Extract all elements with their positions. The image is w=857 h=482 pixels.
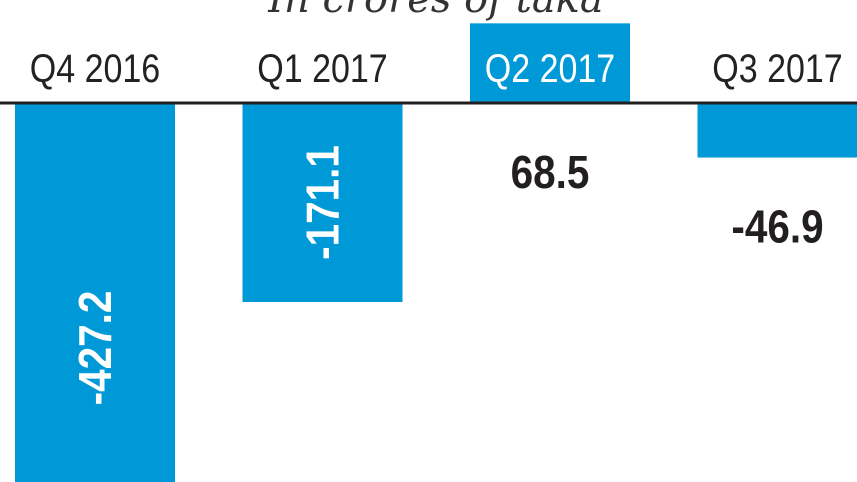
bar-q2-2017 (470, 23, 630, 103)
value-label: -171.1 (298, 145, 349, 260)
bar-q3-2017 (697, 103, 857, 158)
bar-q1-2017 (242, 103, 403, 302)
category-label: Q2 2017 (485, 45, 615, 90)
chart-subtitle: In crores of taka (267, 0, 604, 22)
bar-q4-2016 (15, 103, 175, 482)
value-label: 68.5 (511, 148, 590, 199)
category-label: Q1 2017 (257, 45, 387, 90)
value-label: -46.9 (731, 202, 823, 253)
category-label: Q4 2016 (30, 45, 160, 90)
value-label: -427.2 (71, 291, 122, 406)
category-label: Q3 2017 (712, 45, 842, 90)
